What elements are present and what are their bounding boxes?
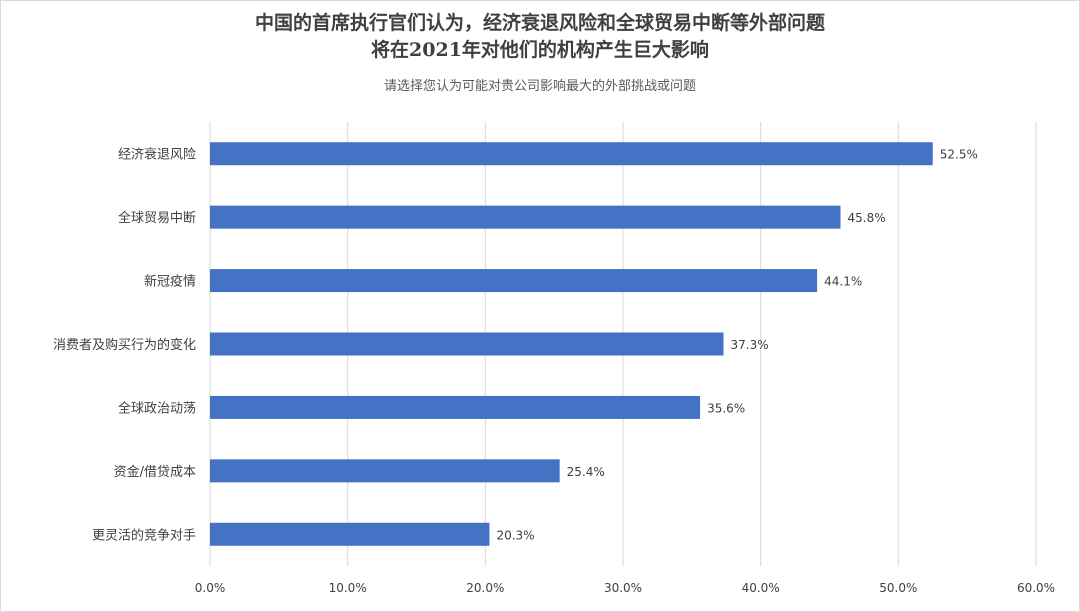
value-label: 20.3% [496,528,534,542]
category-label: 全球政治动荡 [118,400,196,416]
bar [210,269,818,293]
x-axis-tick-labels: 0.0% 10.0% 20.0% 30.0% 40.0% 50.0% 60.0% [195,581,1055,595]
category-label: 资金/借贷成本 [114,464,196,480]
category-labels: 经济衰退风险全球贸易中断新冠疫情消费者及购买行为的变化全球政治动荡资金/借贷成本… [53,147,196,544]
x-tick-label: 40.0% [742,581,780,595]
x-tick-label: 20.0% [466,581,504,595]
value-label: 44.1% [824,275,862,289]
value-label: 35.6% [707,401,745,415]
value-label: 25.4% [567,465,605,479]
x-tick-label: 30.0% [604,581,642,595]
category-label: 消费者及购买行为的变化 [53,337,196,353]
bar [210,522,490,546]
bar [210,332,724,356]
x-tick-label: 60.0% [1017,581,1055,595]
value-labels: 52.5% 45.8% 44.1% 37.3% 35.6% 25.4% 20.3% [496,148,977,543]
category-label: 更灵活的竞争对手 [92,527,196,543]
category-label: 新冠疫情 [144,274,196,290]
bars [210,142,933,546]
value-label: 45.8% [848,211,886,225]
chart-title-line-1: 中国的首席执行官们认为，经济衰退风险和全球贸易中断等外部问题 [254,12,825,34]
value-label: 52.5% [940,148,978,162]
chart-subtitle: 请选择您认为可能对贵公司影响最大的外部挑战或问题 [383,79,696,94]
x-tick-label: 10.0% [329,581,367,595]
chart-title-line-2: 将在2021年对他们的机构产生巨大影响 [371,39,709,61]
value-label: 37.3% [730,338,768,352]
category-label: 全球贸易中断 [118,210,196,226]
bar [210,395,701,419]
bar [210,459,560,483]
x-tick-label: 0.0% [195,581,226,595]
chart-title: 中国的首席执行官们认为，经济衰退风险和全球贸易中断等外部问题 将在2021年对他… [0,10,1080,64]
category-label: 经济衰退风险 [118,147,196,163]
bar [210,205,841,229]
x-tick-label: 50.0% [879,581,917,595]
bar [210,142,933,166]
